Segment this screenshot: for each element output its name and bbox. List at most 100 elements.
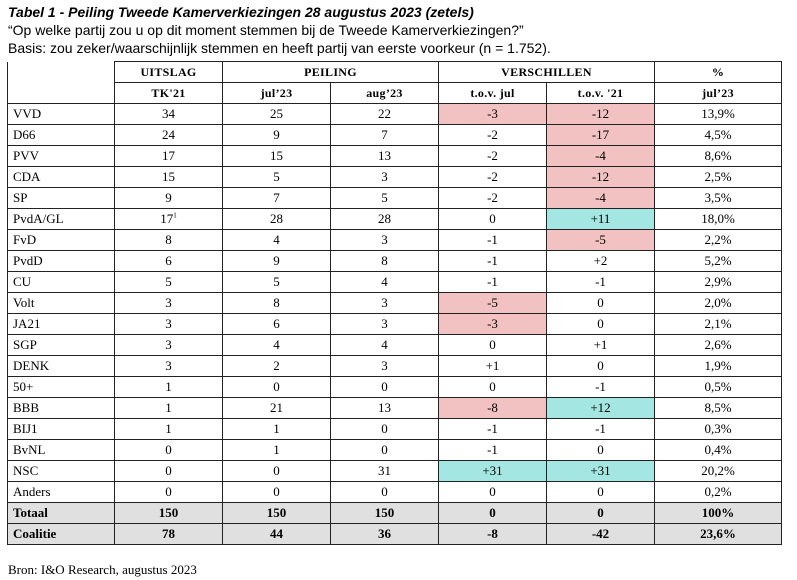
cell-value: 28	[378, 211, 391, 226]
cell-tov-21: 0	[545, 313, 656, 335]
cell-value: 0	[597, 295, 604, 310]
party-name: FvD	[7, 229, 115, 251]
cell-tov-21: -1	[545, 376, 656, 398]
source-note: Bron: I&O Research, augustus 2023	[8, 562, 197, 577]
cell-aug23: 0	[330, 439, 439, 461]
table-row: SGP 3 4 4 0 +1 2,6%	[7, 334, 783, 356]
cell-value: 3	[165, 358, 172, 373]
party-name: SGP	[7, 334, 115, 356]
cell-value: 8	[273, 295, 280, 310]
cell-value: 0	[165, 484, 172, 499]
cell-aug23: 13	[330, 145, 439, 167]
cell-value: 2,6%	[704, 337, 732, 352]
header-jul23: jul’23	[222, 82, 331, 104]
header-aug23: aug’23	[330, 82, 439, 104]
party-name: CDA	[7, 166, 115, 188]
cell-value: 8,5%	[704, 400, 732, 415]
cell-value: 0,4%	[704, 442, 732, 457]
cell-value: 5	[165, 274, 172, 289]
cell-value: 0	[273, 463, 280, 478]
cell-jul23: 0	[222, 376, 331, 398]
table-row: FvD 8 4 3 -1 -5 2,2%	[7, 229, 783, 251]
cell-value: 0	[381, 421, 388, 436]
cell-jul23: 1	[222, 439, 331, 461]
cell-pct: 4,5%	[654, 124, 783, 146]
cell-value: -12	[591, 106, 610, 121]
cell-pct: 2,1%	[654, 313, 783, 335]
table-row: JA21 3 6 3 -3 0 2,1%	[7, 313, 783, 335]
cell-tov-21: -1	[545, 418, 656, 440]
table-row: Volt 3 8 3 -5 0 2,0%	[7, 292, 783, 314]
cell-tk21: 1	[114, 376, 223, 398]
cell-value: 1,9%	[704, 358, 732, 373]
cell-value: -2	[487, 148, 498, 163]
cell-pct: 13,9%	[654, 103, 783, 125]
party-name: Totaal	[7, 502, 115, 524]
party-name: D66	[7, 124, 115, 146]
cell-value: 150	[158, 505, 179, 520]
table-row: PVV 17 15 13 -2 -4 8,6%	[7, 145, 783, 167]
cell-value: 0	[273, 484, 280, 499]
cell-tk21: 17	[114, 145, 223, 167]
header-tov-21: t.o.v. '21	[545, 82, 656, 104]
cell-value: 8	[165, 232, 172, 247]
summary-row: Coalitie 78 44 36 -8 -42 23,6%	[7, 523, 783, 545]
cell-aug23: 3	[330, 166, 439, 188]
cell-tk21: 78	[114, 523, 223, 545]
party-name: DENK	[7, 355, 115, 377]
cell-tk21: 171	[114, 208, 223, 230]
cell-value: 0	[489, 484, 496, 499]
party-name: SP	[7, 187, 115, 209]
cell-jul23: 25	[222, 103, 331, 125]
cell-value: 9	[165, 190, 172, 205]
cell-aug23: 0	[330, 418, 439, 440]
cell-value: 17	[162, 148, 175, 163]
cell-pct: 18,0%	[654, 208, 783, 230]
cell-value: 100%	[701, 505, 735, 520]
cell-value: 7	[381, 127, 388, 142]
cell-pct: 23,6%	[654, 523, 783, 545]
table-row: CU 5 5 4 -1 -1 2,9%	[7, 271, 783, 293]
cell-tov-jul: -2	[438, 166, 547, 188]
cell-tov-jul: -2	[438, 145, 547, 167]
cell-tk21: 0	[114, 439, 223, 461]
cell-value: 44	[270, 526, 283, 541]
cell-value: 2	[273, 358, 280, 373]
cell-tov-21: +1	[545, 334, 656, 356]
cell-pct: 3,5%	[654, 187, 783, 209]
cell-jul23: 44	[222, 523, 331, 545]
cell-tov-jul: -2	[438, 124, 547, 146]
cell-pct: 1,9%	[654, 355, 783, 377]
cell-tov-21: 0	[545, 292, 656, 314]
cell-tov-jul: -1	[438, 439, 547, 461]
summary-row: Totaal 150 150 150 0 0 100%	[7, 502, 783, 524]
cell-value: 3	[165, 337, 172, 352]
cell-value: 3	[381, 295, 388, 310]
cell-value: 1	[165, 379, 172, 394]
cell-value: 0,2%	[704, 484, 732, 499]
cell-aug23: 0	[330, 481, 439, 503]
cell-value: 20,2%	[701, 463, 735, 478]
cell-tov-jul: -5	[438, 292, 547, 314]
cell-tov-21: 0	[545, 439, 656, 461]
cell-jul23: 0	[222, 481, 331, 503]
cell-value: 4	[381, 337, 388, 352]
header-group-row: UITSLAG PEILING VERSCHILLEN %	[7, 61, 783, 83]
cell-value: 0	[489, 505, 496, 520]
cell-tk21: 9	[114, 187, 223, 209]
cell-value: -17	[591, 127, 610, 142]
cell-value: -3	[487, 106, 498, 121]
cell-value: 9	[273, 127, 280, 142]
cell-value: 18,0%	[701, 211, 735, 226]
cell-tov-jul: 0	[438, 502, 547, 524]
cell-aug23: 3	[330, 229, 439, 251]
cell-value: 22	[378, 106, 391, 121]
survey-basis: Basis: zou zeker/waarschijnlijk stemmen …	[8, 40, 551, 56]
cell-value: 1	[165, 421, 172, 436]
cell-jul23: 0	[222, 460, 331, 482]
party-name: 50+	[7, 376, 115, 398]
cell-value: 0	[489, 211, 496, 226]
cell-jul23: 28	[222, 208, 331, 230]
cell-value: 0	[597, 442, 604, 457]
header-party-blank-2	[7, 82, 115, 104]
